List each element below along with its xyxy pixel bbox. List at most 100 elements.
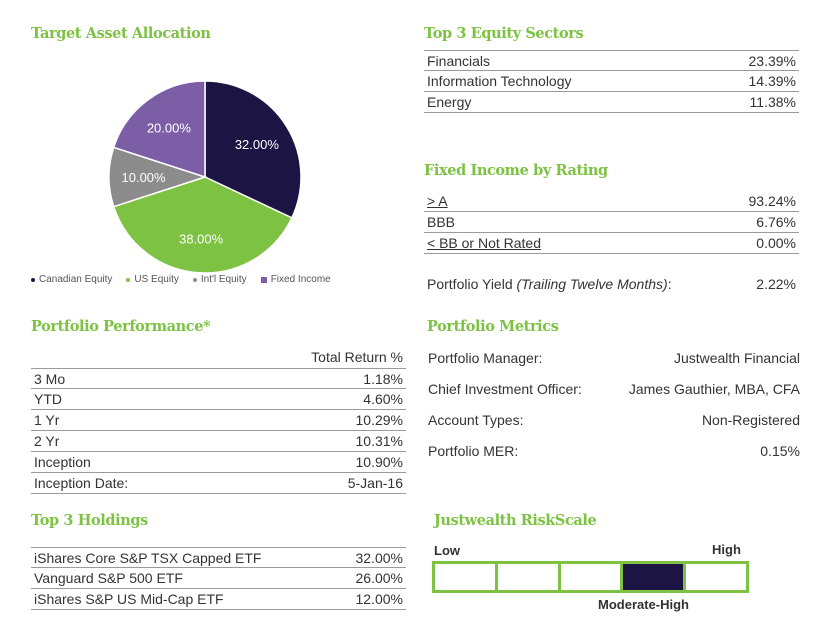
risk-segment-1 [435, 564, 498, 590]
yield-note: (Trailing Twelve Months) [516, 276, 668, 292]
risk-segment-4 [623, 564, 687, 590]
risk-segment-3 [561, 564, 624, 590]
metric-value: 0.15% [760, 443, 800, 459]
allocation-title: Target Asset Allocation [31, 25, 211, 42]
period-name: 3 Mo [34, 370, 66, 387]
holding-name: iShares S&P US Mid-Cap ETF [34, 591, 224, 607]
metrics-row: Portfolio Manager: Justwealth Financial [428, 350, 800, 366]
holding-value: 26.00% [355, 570, 403, 586]
period-value: 5-Jan-16 [347, 475, 403, 491]
legend-item-canadian-equity: Canadian Equity [31, 274, 112, 285]
fixed-income-title: Fixed Income by Rating [424, 162, 608, 179]
period-value: 10.90% [355, 454, 403, 470]
table-row: iShares S&P US Mid-Cap ETF 12.00% [31, 589, 406, 610]
legend-item-fixed-income: Fixed Income [260, 274, 331, 285]
table-row: BBB 6.76% [424, 212, 799, 233]
performance-title: Portfolio Performance* [31, 318, 211, 335]
legend-label: US Equity [134, 274, 179, 285]
table-row: Energy 11.38% [424, 92, 799, 113]
metrics-row: Chief Investment Officer: James Gauthier… [428, 381, 800, 397]
fixed-income-table: > A 93.24% BBB 6.76% < BB or Not Rated 0… [424, 191, 799, 254]
period-name: Inception Date: [34, 475, 129, 491]
yield-label: Portfolio Yield [427, 276, 513, 292]
legend-item-us-equity: US Equity [126, 274, 179, 285]
legend-label: Fixed Income [270, 274, 331, 285]
period-value: 4.60% [363, 391, 403, 407]
pie-slice-label: 20.00% [147, 120, 192, 135]
sector-value: 11.38% [749, 94, 796, 110]
metric-value: James Gauthier, MBA, CFA [628, 381, 800, 397]
period-name: 1 Yr [34, 412, 60, 428]
holdings-title: Top 3 Holdings [31, 512, 148, 529]
period-name: Inception [34, 454, 91, 470]
risk-scale [432, 561, 749, 593]
table-row: Vanguard S&P 500 ETF 26.00% [31, 568, 406, 589]
portfolio-yield-row: Portfolio Yield (Trailing Twelve Months)… [427, 276, 796, 292]
table-row: 2 Yr 10.31% [31, 431, 406, 452]
metric-value: Non-Registered [701, 412, 800, 428]
table-row: 3 Mo 1.18% [31, 368, 406, 389]
risk-high-label: High [712, 542, 741, 557]
table-row: Financials 23.39% [424, 50, 799, 71]
legend-label: Canadian Equity [39, 274, 113, 285]
risk-level-label: Moderate-High [598, 597, 689, 612]
sector-name: Financials [427, 52, 491, 69]
table-row: YTD 4.60% [31, 389, 406, 410]
period-value: 1.18% [363, 370, 403, 387]
sector-name: Energy [427, 94, 472, 110]
pie-slice-canadian-equity [204, 80, 302, 219]
legend-item-intl-equity: Int'l Equity [192, 274, 247, 285]
pie-slice-label: 10.00% [122, 170, 167, 185]
performance-table: 3 Mo 1.18% YTD 4.60% 1 Yr 10.29% 2 Yr 10… [31, 368, 406, 494]
table-row: < BB or Not Rated 0.00% [424, 233, 799, 254]
rating-name: > A [427, 193, 448, 209]
pie-slice-us-equity [112, 176, 293, 274]
total-return-header: Total Return % [311, 349, 403, 365]
yield-colon: : [667, 276, 672, 292]
table-row: 1 Yr 10.29% [31, 410, 406, 431]
allocation-legend: Canadian Equity US Equity Int'l Equity F… [31, 274, 331, 285]
performance-header: Total Return % [31, 349, 403, 365]
pie-slice-label: 32.00% [235, 137, 280, 152]
pie-slice-fixed-income [112, 80, 206, 179]
risk-segment-5 [686, 564, 746, 590]
legend-label: Int'l Equity [200, 274, 247, 285]
holding-value: 12.00% [355, 591, 403, 607]
legend-swatch-fixed-income [260, 276, 267, 283]
legend-swatch-intl-equity [192, 277, 197, 282]
metric-name: Chief Investment Officer: [428, 381, 582, 397]
sector-name: Information Technology [427, 73, 572, 89]
rating-name: < BB or Not Rated [427, 235, 542, 251]
table-row: Inception 10.90% [31, 452, 406, 473]
rating-name: BBB [427, 214, 456, 230]
table-row: Inception Date: 5-Jan-16 [31, 473, 406, 494]
risk-segment-2 [498, 564, 561, 590]
metrics-title: Portfolio Metrics [427, 318, 559, 335]
risk-title: Justwealth RiskScale [434, 512, 597, 529]
holding-name: Vanguard S&P 500 ETF [34, 570, 183, 586]
allocation-pie-chart: 32.00% 38.00% 10.00% 20.00% [108, 80, 302, 274]
period-name: 2 Yr [34, 433, 60, 449]
sectors-table: Financials 23.39% Information Technology… [424, 50, 799, 113]
table-row: > A 93.24% [424, 191, 799, 212]
period-name: YTD [34, 391, 62, 407]
table-row: iShares Core S&P TSX Capped ETF 32.00% [31, 547, 406, 568]
period-value: 10.29% [355, 412, 403, 428]
risk-low-label: Low [434, 543, 460, 558]
yield-value: 2.22% [756, 276, 796, 292]
period-value: 10.31% [355, 433, 403, 449]
metric-name: Portfolio MER: [428, 443, 519, 459]
holding-name: iShares Core S&P TSX Capped ETF [34, 549, 262, 566]
sectors-title: Top 3 Equity Sectors [424, 25, 584, 42]
legend-swatch-us-equity [126, 277, 131, 282]
rating-value: 93.24% [748, 193, 796, 209]
metrics-row: Account Types: Non-Registered [428, 412, 800, 428]
holdings-table: iShares Core S&P TSX Capped ETF 32.00% V… [31, 547, 406, 610]
metric-name: Account Types: [428, 412, 524, 428]
metric-value: Justwealth Financial [673, 350, 800, 366]
metric-name: Portfolio Manager: [428, 350, 543, 366]
sector-value: 14.39% [748, 73, 796, 89]
rating-value: 0.00% [756, 235, 796, 251]
pie-slice-label: 38.00% [179, 231, 224, 246]
sector-value: 23.39% [748, 52, 796, 69]
